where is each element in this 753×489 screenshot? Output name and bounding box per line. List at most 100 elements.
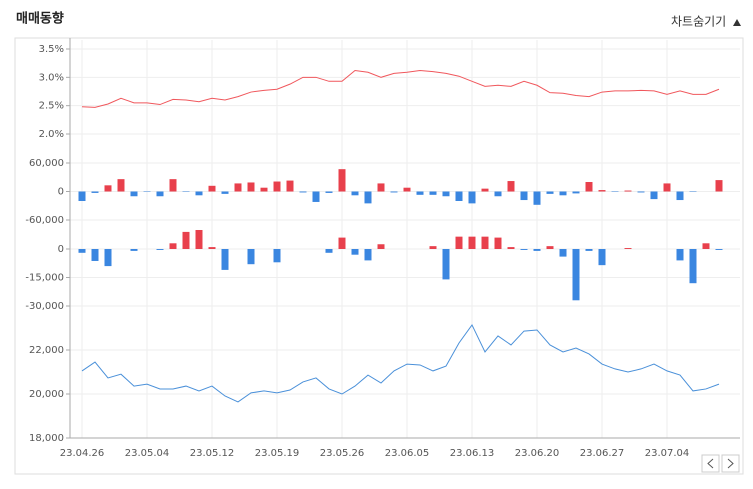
toggle-label[interactable]: 차트숨기기 (671, 15, 726, 29)
bar (91, 249, 99, 261)
bar (351, 249, 359, 255)
bar (273, 181, 281, 192)
y-tick-label: 20,000 (29, 389, 64, 400)
y-tick-label: 2.5% (39, 101, 64, 112)
x-tick-label: 23.06.13 (450, 448, 495, 459)
bar (572, 191, 580, 194)
bar (325, 249, 333, 253)
bar (195, 230, 203, 249)
x-tick-label: 23.05.04 (125, 448, 170, 459)
bar (169, 179, 177, 192)
bar (169, 243, 177, 249)
bar (715, 249, 723, 250)
bar (247, 182, 255, 192)
bar (221, 191, 229, 194)
bar (364, 249, 372, 261)
bar (364, 191, 372, 204)
y-tick-label: 0 (58, 244, 64, 255)
y-tick-label: -30,000 (25, 301, 64, 312)
bar (260, 187, 268, 192)
bar (221, 249, 229, 270)
bar (572, 249, 580, 301)
bar (208, 247, 216, 249)
bar (286, 180, 294, 192)
bar (533, 249, 541, 251)
chart-frame (14, 37, 744, 475)
next-icon[interactable] (727, 458, 734, 469)
bar (702, 243, 710, 249)
bar (520, 191, 528, 201)
x-tick-label: 23.05.19 (255, 448, 300, 459)
bar (104, 249, 112, 267)
bar (676, 191, 684, 201)
bar (637, 191, 645, 193)
bar (104, 185, 112, 192)
bar (325, 191, 333, 193)
bar (624, 248, 632, 249)
bar (429, 191, 437, 195)
bar (208, 185, 216, 192)
bar (130, 191, 138, 197)
bar (442, 249, 450, 280)
bar (598, 190, 606, 192)
bar (377, 183, 385, 192)
bar (247, 249, 255, 265)
bar (585, 182, 593, 192)
y-tick-label: -60,000 (25, 215, 64, 226)
next-button[interactable] (721, 454, 740, 473)
bar (273, 249, 281, 263)
bar (234, 183, 242, 192)
x-tick-label: 23.04.26 (60, 448, 105, 459)
prev-button[interactable] (701, 454, 720, 473)
bar (455, 191, 463, 201)
bar (481, 236, 489, 249)
bar (403, 187, 411, 192)
bar (494, 191, 502, 197)
bar (650, 191, 658, 200)
bar (78, 249, 86, 253)
toggle-icon[interactable] (733, 19, 741, 26)
bar (624, 190, 632, 192)
bar (130, 249, 138, 251)
x-tick-label: 23.05.26 (320, 448, 365, 459)
y-tick-label: 60,000 (29, 158, 64, 169)
bar (533, 191, 541, 205)
bar (416, 191, 424, 195)
bar (559, 249, 567, 257)
bar (468, 236, 476, 249)
bar (78, 191, 86, 201)
bar (338, 237, 346, 249)
bar (494, 237, 502, 249)
bar (299, 191, 307, 193)
bar (585, 249, 593, 251)
y-tick-label: 3.0% (39, 72, 64, 83)
y-tick-label: -15,000 (25, 273, 64, 284)
y-tick-label: 0 (58, 187, 64, 198)
y-tick-label: 2.0% (39, 129, 64, 140)
x-tick-label: 23.06.05 (385, 448, 430, 459)
bar (156, 191, 164, 197)
bar (182, 231, 190, 249)
bar (195, 191, 203, 196)
bar (442, 191, 450, 197)
bar (312, 191, 320, 202)
bar (507, 247, 515, 249)
x-tick-label: 23.06.20 (515, 448, 560, 459)
bar (507, 181, 515, 192)
bar (455, 236, 463, 249)
bar (715, 180, 723, 192)
bar (689, 249, 697, 284)
bar (429, 246, 437, 249)
section-title: 매매동향 (16, 11, 64, 27)
bar (117, 179, 125, 192)
bar (559, 191, 567, 196)
x-tick-label: 23.06.27 (580, 448, 625, 459)
bar (481, 188, 489, 192)
bar (377, 244, 385, 249)
bar (338, 169, 346, 192)
bar (156, 249, 164, 250)
line (81, 70, 720, 108)
prev-icon[interactable] (707, 458, 714, 469)
